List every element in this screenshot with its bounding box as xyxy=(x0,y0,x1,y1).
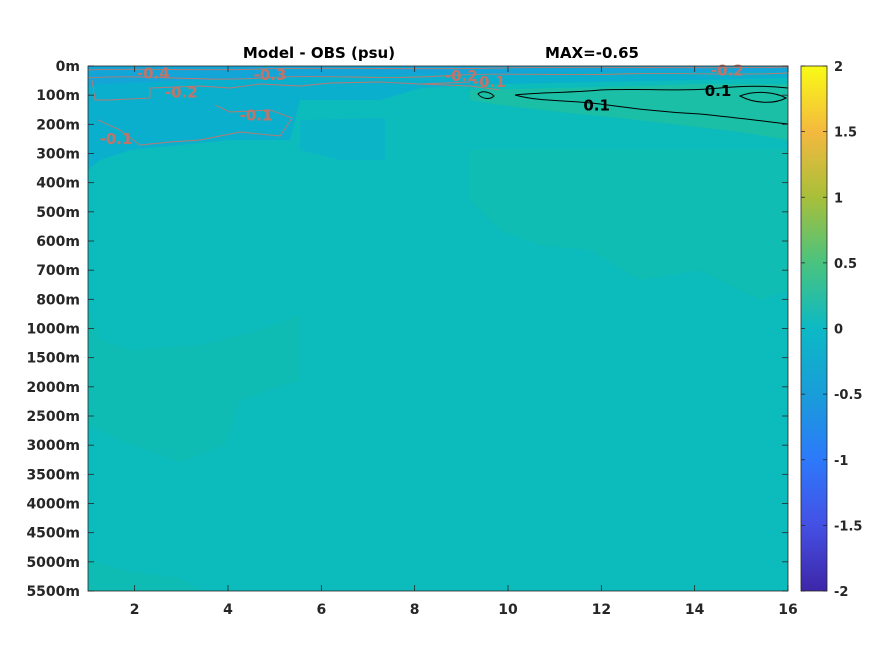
y-tick-label: 1000m xyxy=(26,322,80,338)
contour-line-neg-0.4 xyxy=(88,66,788,71)
contour-label: -0.1 xyxy=(473,73,506,91)
x-tick-label: 4 xyxy=(223,602,233,618)
contour-label: 0.1 xyxy=(705,82,732,100)
colorbar-tick-label: -1 xyxy=(834,454,848,469)
contour-line-neg-0.3 xyxy=(88,72,788,80)
x-tick-label: 6 xyxy=(316,602,326,618)
contour-line-neg-0.1-left xyxy=(97,104,293,146)
contour-label: -0.2 xyxy=(165,83,198,101)
contour-line-pos-0.1-island xyxy=(477,91,495,99)
contour-line-pos-0.1-right-loop xyxy=(738,91,788,103)
y-tick-label: 2500m xyxy=(26,409,80,425)
x-tick-label: 10 xyxy=(498,602,518,618)
y-tick-label: 100m xyxy=(36,88,80,104)
y-tick-label: 1500m xyxy=(26,351,80,367)
x-tick-label: 16 xyxy=(778,602,797,618)
colorbar-tick-label: -2 xyxy=(834,585,848,600)
x-tick-label: 2 xyxy=(130,602,140,618)
x-axis: 2 4 6 8 10 12 14 16 xyxy=(130,66,798,618)
y-tick-label: 700m xyxy=(36,263,80,279)
colorbar-ticks: 2 1.5 1 0.5 0 -0.5 -1 -1.5 -2 xyxy=(801,60,862,600)
contour-label: -0.4 xyxy=(137,64,170,82)
contour-line-pos-0.1-upper xyxy=(514,85,788,96)
y-axis: 0m 100m 200m 300m 400m 500m 600m 700m 800m 1000m 1… xyxy=(26,59,788,600)
field-deep-positive-patch xyxy=(88,310,300,462)
y-tick-label: 500m xyxy=(36,205,80,221)
colorbar-tick-label: 0.5 xyxy=(834,257,857,272)
y-tick-label: 0m xyxy=(56,59,80,75)
field-shallow-negative-patch xyxy=(300,118,385,160)
chart-title: Model - OBS (psu) xyxy=(243,44,395,62)
field-upper-positive-band xyxy=(470,84,788,140)
colorbar-tick-label: 1.5 xyxy=(834,126,857,141)
contour-line-neg-0.2 xyxy=(91,79,471,101)
colorbar-tick-label: -1.5 xyxy=(834,519,862,534)
x-tick-label: 8 xyxy=(410,602,420,618)
colorbar-tick-label: 1 xyxy=(834,191,843,206)
y-tick-label: 3000m xyxy=(26,438,80,454)
contour-label: 0.1 xyxy=(583,96,610,114)
contour-label: -0.2 xyxy=(711,61,744,79)
y-tick-label: 5500m xyxy=(26,584,80,600)
field-background xyxy=(88,66,788,591)
field-surface-negative xyxy=(88,66,788,170)
contour-label: -0.3 xyxy=(254,66,287,84)
field-bottom-patch xyxy=(88,560,200,591)
contour-label: -0.2 xyxy=(445,67,478,85)
chart-max-annotation: MAX=-0.65 xyxy=(545,44,639,62)
y-tick-label: 4000m xyxy=(26,497,80,513)
y-tick-label: 300m xyxy=(36,147,80,163)
y-tick-label: 600m xyxy=(36,234,80,250)
x-tick-label: 12 xyxy=(592,602,611,618)
y-tick-label: 4500m xyxy=(26,526,80,542)
contour-line-pos-0.1-lower xyxy=(514,94,788,125)
contour-label: -0.1 xyxy=(240,107,273,125)
contour-label: -0.1 xyxy=(100,130,133,148)
y-tick-label: 5000m xyxy=(26,555,80,571)
x-tick-label: 14 xyxy=(685,602,705,618)
colorbar-tick-label: 0 xyxy=(834,323,843,338)
colorbar-tick-label: -0.5 xyxy=(834,388,862,403)
colorbar-tick-label: 2 xyxy=(834,60,843,75)
field-mid-positive-region xyxy=(470,150,788,300)
y-tick-label: 3500m xyxy=(26,467,80,483)
y-tick-label: 200m xyxy=(36,117,80,133)
heatmap-field xyxy=(88,66,788,591)
y-tick-label: 2000m xyxy=(26,380,80,396)
field-surface-strong-negative xyxy=(88,66,788,86)
contour-line-neg-0.1-mid xyxy=(419,83,501,91)
y-tick-label: 800m xyxy=(36,292,80,308)
y-tick-label: 400m xyxy=(36,176,80,192)
